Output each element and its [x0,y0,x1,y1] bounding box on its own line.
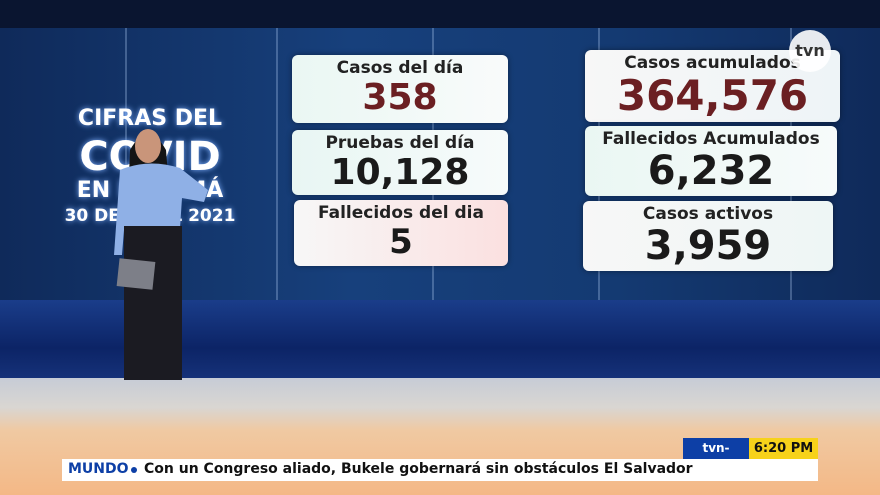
stat-label: Fallecidos Acumulados [602,129,820,149]
stat-box: Fallecidos Acumulados 6,232 [585,126,837,196]
stat-label: Casos del día [336,58,464,78]
stat-label: Casos activos [642,204,774,224]
channel-logo: tvn [789,30,831,72]
stat-value: 5 [389,222,413,262]
stat-label: Pruebas del día [325,133,475,153]
stat-value: 358 [362,77,438,118]
stat-value: 364,576 [616,71,809,120]
clock: 6:20 PM [749,438,818,459]
stat-box: Fallecidos del dia 5 [294,200,508,266]
stat-value: 6,232 [647,148,775,194]
stat-label: Fallecidos del dia [318,203,484,223]
ticker-headline: Con un Congreso aliado, Bukele gobernará… [144,461,693,477]
stat-box: Casos del día 358 [292,55,508,123]
ticker-bullet [131,467,137,473]
stat-box: Pruebas del día 10,128 [292,130,508,195]
site-tag: tvn-2.com [683,438,749,476]
wall-seam [276,28,278,320]
stat-label: Casos acumulados [624,53,801,73]
presenter [114,129,208,380]
stat-value: 10,128 [330,152,470,193]
stat-box: Casos activos 3,959 [583,201,833,271]
title-line: CIFRAS DEL [77,106,223,131]
stat-value: 3,959 [644,223,772,269]
ticker-section: MUNDO [68,461,129,477]
ticker-bar: MUNDO Con un Congreso aliado, Bukele gob… [62,459,818,481]
